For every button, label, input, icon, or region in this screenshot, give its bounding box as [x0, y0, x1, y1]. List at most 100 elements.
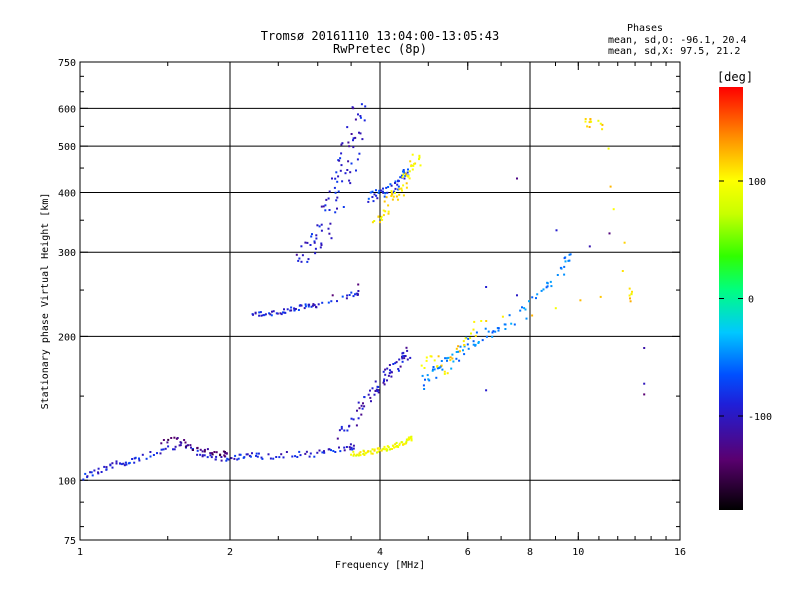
data-point	[268, 312, 271, 315]
data-point	[334, 211, 337, 214]
data-point	[371, 387, 374, 390]
data-point	[406, 171, 409, 174]
data-point	[226, 457, 229, 460]
data-point	[329, 222, 332, 225]
data-point	[410, 165, 413, 168]
data-point	[320, 223, 323, 226]
data-point	[316, 451, 319, 454]
data-point	[373, 193, 376, 196]
data-point	[588, 245, 591, 248]
data-point	[586, 125, 589, 128]
data-point	[353, 453, 356, 456]
colorbar-label: [deg]	[717, 70, 753, 84]
data-point	[435, 376, 438, 379]
data-point	[404, 355, 407, 357]
data-point	[166, 441, 169, 444]
x-tick-label: 8	[527, 547, 533, 558]
data-point	[220, 456, 223, 458]
data-point	[307, 305, 310, 308]
data-point	[357, 293, 359, 296]
data-point	[331, 177, 333, 180]
data-point	[330, 449, 332, 452]
data-point	[159, 452, 162, 455]
data-point	[339, 169, 342, 172]
data-point	[313, 240, 316, 243]
data-point	[406, 349, 409, 352]
data-point	[336, 207, 338, 210]
data-point	[401, 176, 404, 178]
data-point	[629, 300, 632, 303]
data-point	[477, 341, 480, 343]
data-point	[385, 186, 388, 189]
x-tick-label: 1	[77, 547, 83, 558]
data-point	[337, 190, 340, 193]
data-point	[245, 453, 248, 456]
data-point	[295, 253, 298, 256]
data-point	[360, 413, 363, 416]
data-point	[508, 314, 511, 317]
data-point	[323, 450, 325, 453]
data-point	[222, 450, 225, 453]
data-point	[283, 308, 285, 311]
data-point	[260, 314, 263, 317]
data-point	[504, 323, 507, 326]
data-point	[467, 337, 470, 340]
data-point	[394, 445, 397, 448]
data-point	[209, 454, 212, 457]
x-tick-label: 10	[572, 547, 584, 558]
data-point	[394, 443, 397, 446]
data-point	[631, 290, 633, 293]
data-point	[485, 389, 488, 392]
data-point	[345, 297, 348, 300]
data-point	[363, 119, 366, 122]
data-point	[149, 455, 152, 458]
data-point	[225, 452, 228, 455]
data-point	[446, 372, 449, 375]
data-point	[404, 172, 407, 175]
data-point	[405, 174, 408, 177]
data-point	[369, 450, 372, 453]
data-point	[394, 191, 396, 194]
data-point	[423, 388, 426, 390]
data-point	[365, 451, 368, 454]
data-point	[402, 184, 405, 187]
data-point	[258, 311, 261, 314]
data-point	[390, 375, 393, 378]
data-point	[452, 360, 455, 363]
data-point	[521, 306, 523, 309]
data-point	[258, 314, 261, 317]
data-point	[643, 382, 646, 385]
data-point	[390, 190, 393, 193]
data-point	[440, 364, 443, 367]
data-point	[91, 474, 94, 477]
data-point	[405, 346, 408, 349]
data-point	[330, 237, 333, 240]
data-point	[211, 452, 213, 455]
data-point	[367, 197, 370, 200]
data-point	[399, 176, 402, 179]
data-point	[389, 369, 391, 372]
data-point	[320, 244, 323, 246]
data-point	[563, 265, 566, 268]
data-point	[174, 445, 177, 448]
data-point	[89, 471, 92, 474]
data-point	[472, 340, 475, 343]
data-point	[199, 453, 202, 456]
data-point	[350, 417, 353, 420]
data-point	[314, 252, 317, 255]
data-point	[347, 141, 350, 144]
data-point	[330, 300, 333, 303]
data-point	[315, 305, 317, 308]
data-point	[192, 449, 194, 451]
data-point	[374, 390, 377, 392]
data-point	[341, 142, 344, 145]
data-point	[324, 204, 327, 207]
x-tick-label: 16	[674, 547, 686, 558]
data-point	[357, 454, 360, 457]
data-point	[383, 383, 386, 386]
data-point	[386, 191, 389, 194]
data-point	[138, 459, 141, 462]
data-point	[184, 445, 187, 448]
data-point	[589, 118, 592, 120]
